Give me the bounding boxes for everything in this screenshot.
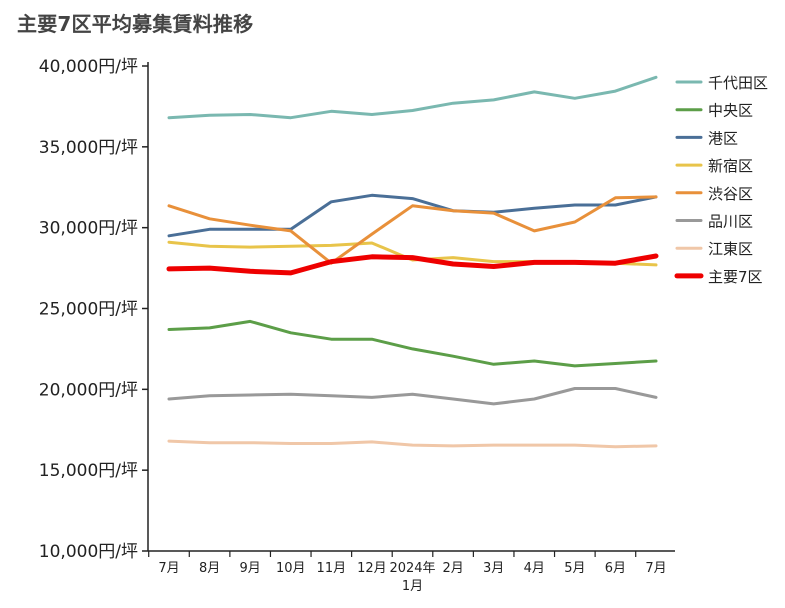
- legend-label: 新宿区: [708, 157, 753, 175]
- series-line-5: [167, 195, 658, 265]
- legend-label: 中央区: [708, 102, 753, 120]
- y-tick-label: 20,000円/坪: [39, 380, 138, 400]
- series-line-7: [167, 439, 658, 449]
- y-tick-label: 10,000円/坪: [39, 542, 138, 562]
- series-line-6: [167, 387, 658, 406]
- legend-label: 江東区: [708, 240, 753, 258]
- y-tick-label: 25,000円/坪: [39, 300, 138, 320]
- x-tick-label: 11月: [317, 561, 347, 576]
- chart-title: 主要7区平均募集賃料推移: [17, 12, 254, 36]
- x-tick-label: 6月: [605, 561, 626, 576]
- legend-label: 主要7区: [708, 268, 763, 286]
- series-lines: [166, 75, 659, 449]
- x-tick-label: 10月: [276, 561, 306, 576]
- x-tick-label: 8月: [199, 561, 220, 576]
- y-axis-ticks: 10,000円/坪 15,000円/坪 20,000円/坪 25,000円/坪 30,0…: [39, 57, 148, 562]
- y-tick-label: 40,000円/坪: [39, 57, 138, 77]
- legend-label: 品川区: [708, 213, 753, 231]
- x-tick-label: 12月: [357, 561, 387, 576]
- x-tick-label: 7月: [158, 561, 179, 576]
- x-tick-label: 9月: [240, 561, 261, 576]
- x-tick-label: 7月: [645, 561, 666, 576]
- legend-label: 千代田区: [708, 74, 768, 92]
- y-tick-label: 35,000円/坪: [39, 138, 138, 158]
- legend-label: 港区: [708, 129, 738, 147]
- series-line-2: [167, 319, 658, 368]
- y-tick-label: 30,000円/坪: [39, 219, 138, 239]
- x-axis-ticks: 7月 8月 9月 10月 11月 12月 2024年 1月 2月 3月 4月 5月 6月 7月: [148, 551, 667, 594]
- chart-axes: [147, 62, 675, 552]
- y-tick-label: 15,000円/坪: [39, 461, 138, 481]
- x-tick-label: 2024年 1月: [389, 561, 435, 594]
- series-line-3: [167, 193, 658, 238]
- x-tick-label: 3月: [483, 561, 504, 576]
- legend-label: 渋谷区: [708, 185, 753, 203]
- x-tick-label: 2月: [442, 561, 463, 576]
- x-tick-label: 5月: [564, 561, 585, 576]
- series-line-1: [167, 75, 658, 120]
- x-tick-label: 4月: [524, 561, 545, 576]
- series-line-8: [166, 253, 659, 276]
